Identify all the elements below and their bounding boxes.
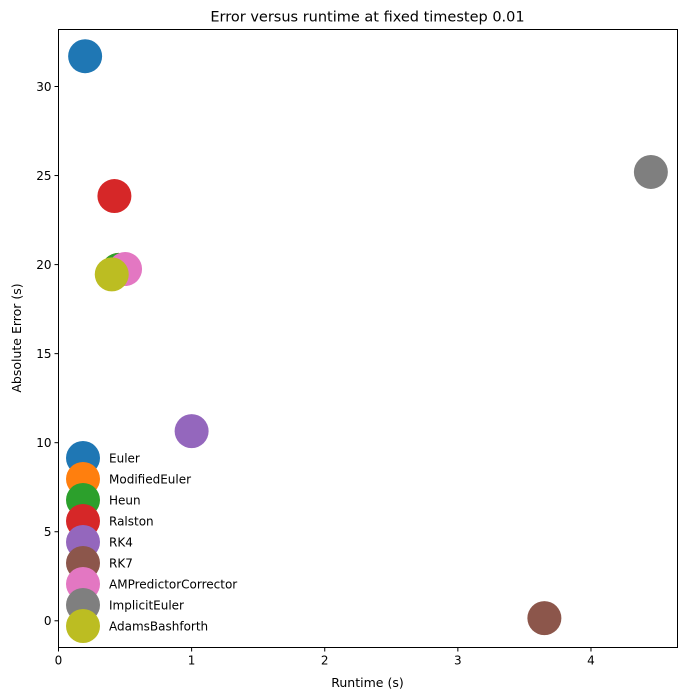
legend-label: RK4 [109,535,133,549]
x-tick-label: 3 [454,654,462,668]
data-points [68,39,668,636]
legend-label: ImplicitEuler [109,598,184,612]
legend-label: ModifiedEuler [109,472,191,486]
x-axis-label: Runtime (s) [331,675,403,690]
point-euler [68,39,103,74]
x-tick-label: 1 [188,654,196,668]
plot-area [58,29,678,648]
y-tick-label: 10 [36,436,51,450]
x-tick-label: 4 [587,654,595,668]
legend-label: Heun [109,493,141,507]
legend-label: AdamsBashforth [109,619,208,633]
point-rk4 [174,414,209,449]
point-adamsbashforth [94,257,129,292]
y-tick-label: 30 [36,80,51,94]
legend-label: Ralston [109,514,154,528]
x-axis: 0 1 2 3 4 [55,647,595,668]
point-rk7 [527,601,562,636]
legend-label: Euler [109,451,140,465]
y-tick-label: 20 [36,258,51,272]
y-tick-label: 25 [36,169,51,183]
legend-marker-adamsbashforth [66,609,100,643]
y-tick-label: 15 [36,347,51,361]
y-tick-label: 0 [44,614,52,628]
y-axis-label: Absolute Error (s) [9,283,24,392]
y-axis: 0 5 10 15 20 25 30 [36,80,59,628]
chart-title: Error versus runtime at fixed timestep 0… [210,10,524,26]
x-tick-label: 0 [55,654,63,668]
point-ralston [97,179,132,214]
legend-label: AMPredictorCorrector [109,577,237,591]
point-impliciteuler [633,154,668,189]
legend-label: RK7 [109,556,133,570]
plot-frame [58,29,678,648]
y-tick-label: 5 [44,525,52,539]
legend: Euler ModifiedEuler Heun Ralston RK4 RK7 AMPre… [66,441,237,643]
x-tick-label: 2 [321,654,329,668]
